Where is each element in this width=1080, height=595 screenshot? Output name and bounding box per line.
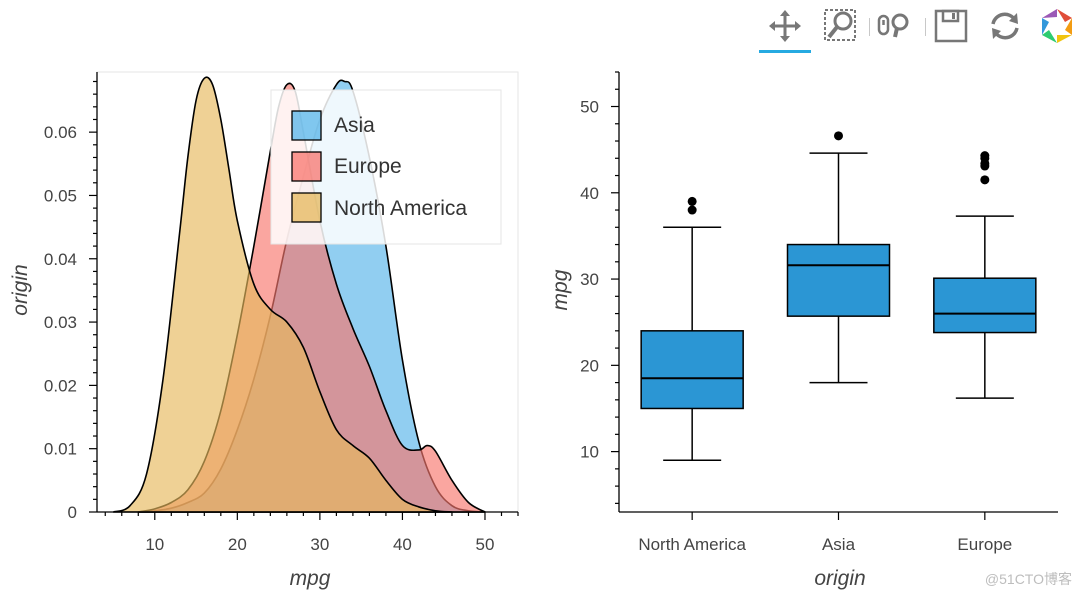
toolbar <box>755 4 1080 56</box>
box-europe <box>933 277 1037 334</box>
wheel-zoom-tool[interactable] <box>873 4 917 48</box>
density-axes: 10 20 30 40 50 0 0.01 0.02 0.03 0.04 0.05 0.06 <box>44 72 519 554</box>
density-x-tick-label: 40 <box>393 535 412 554</box>
boxplot-x-tick-label: North America <box>638 535 746 554</box>
density-y-tick-label: 0.04 <box>44 250 77 269</box>
boxplot-x-axis-title: origin <box>814 567 865 590</box>
legend-label-north-america: North America <box>334 197 467 220</box>
box-zoom-tool[interactable] <box>819 4 863 48</box>
legend-label-asia: Asia <box>334 114 375 137</box>
active-tool-indicator <box>759 50 811 53</box>
density-x-tick-label: 20 <box>228 535 247 554</box>
density-legend: Asia Europe North America <box>270 89 502 245</box>
density-y-tick-label: 0 <box>68 503 77 522</box>
toolbar-separator <box>925 18 926 36</box>
bokeh-logo[interactable] <box>1035 4 1079 48</box>
density-x-axis-title: mpg <box>290 567 331 590</box>
wheel-zoom-icon <box>877 13 909 38</box>
boxplot-y-tick-label: 20 <box>580 356 599 375</box>
density-y-axis-title: origin <box>9 264 32 315</box>
boxplot-y-axis-title: mpg <box>549 269 572 310</box>
save-tool[interactable] <box>929 4 973 48</box>
box-zoom-icon <box>824 9 856 41</box>
legend-swatch-asia <box>291 110 322 141</box>
boxplot-x-tick-label: Europe <box>957 535 1012 554</box>
box-outlier-north-america <box>687 205 697 215</box>
boxplot-y-tick-label: 50 <box>580 98 599 117</box>
density-area-north-america <box>112 76 453 513</box>
watermark: @51CTO博客 <box>984 571 1072 587</box>
density-y-tick-label: 0.03 <box>44 313 77 332</box>
density-x-tick-label: 10 <box>145 535 164 554</box>
boxplot-axes: North America Asia Europe 10 20 30 40 50 <box>580 71 1058 554</box>
box-north-america <box>640 330 744 410</box>
box-outlier-north-america <box>687 196 697 206</box>
boxplot-plot-area <box>640 131 1037 461</box>
reset-icon <box>991 12 1019 40</box>
density-x-tick-label: 50 <box>476 535 495 554</box>
pan-icon <box>769 10 801 42</box>
box-outlier-asia <box>834 131 843 141</box>
boxplot-chart: North America Asia Europe 10 20 30 40 50 origin… <box>549 71 1058 590</box>
boxplot-y-tick-label: 40 <box>580 184 599 203</box>
reset-tool[interactable] <box>983 4 1027 48</box>
legend-swatch-europe <box>291 151 322 182</box>
box-asia <box>786 243 891 317</box>
legend-swatch-north-america <box>291 192 322 223</box>
density-x-tick-label: 30 <box>310 535 329 554</box>
boxplot-x-tick-label: Asia <box>822 535 856 554</box>
density-y-tick-label: 0.01 <box>44 440 77 459</box>
legend-label-europe: Europe <box>334 155 402 178</box>
density-y-tick-label: 0.05 <box>44 186 77 205</box>
toolbar-separator <box>869 18 870 36</box>
density-y-tick-label: 0.06 <box>44 123 77 142</box>
box-outlier-europe <box>980 151 990 161</box>
bokeh-logo-icon <box>1042 9 1072 43</box>
save-icon <box>934 9 968 43</box>
boxplot-y-tick-label: 10 <box>580 443 599 462</box>
density-y-tick-label: 0.02 <box>44 376 77 395</box>
pan-tool[interactable] <box>763 4 807 48</box>
box-outlier-europe <box>980 175 990 185</box>
boxplot-y-tick-label: 30 <box>580 270 599 289</box>
density-plot-area <box>96 71 519 513</box>
